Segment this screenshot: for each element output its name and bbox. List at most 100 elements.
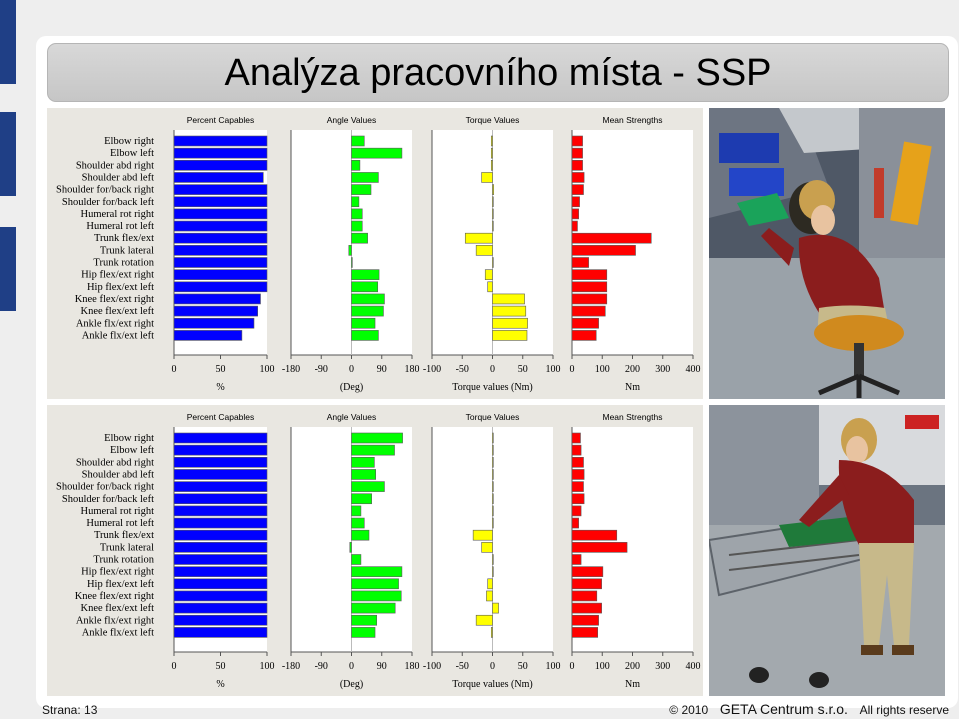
bar — [484, 269, 493, 280]
category-label: Ankle flx/ext left — [82, 330, 154, 341]
bar — [492, 469, 494, 480]
tick-label: 200 — [625, 364, 640, 375]
bar — [571, 542, 628, 553]
bar — [492, 493, 494, 505]
tick-label: 50 — [518, 661, 528, 672]
bar — [571, 578, 602, 590]
bar — [173, 469, 268, 480]
bar — [173, 602, 268, 614]
bar — [348, 245, 352, 256]
bar — [173, 456, 268, 468]
bar — [351, 578, 399, 590]
bar — [351, 269, 380, 280]
bar — [173, 444, 268, 456]
bar — [173, 578, 268, 590]
bar — [571, 505, 582, 517]
bar — [351, 456, 375, 468]
tick-label: -90 — [315, 364, 328, 375]
bar — [351, 220, 363, 232]
panel-title: Torque Values — [466, 115, 520, 125]
bar — [490, 135, 493, 147]
bar — [173, 135, 268, 147]
category-label: Elbow left — [110, 445, 154, 456]
tick-label: 180 — [405, 364, 420, 375]
sidebar-block-1 — [0, 0, 16, 84]
bar — [351, 172, 379, 183]
axis-label: Torque values (Nm) — [452, 679, 532, 690]
tick-label: -180 — [282, 661, 300, 672]
bar — [571, 566, 604, 577]
bar — [351, 554, 362, 565]
category-label: Trunk rotation — [93, 555, 154, 566]
category-label: Hip flex/ext left — [87, 579, 154, 590]
panel-title: Angle Values — [327, 412, 376, 422]
tick-label: 50 — [216, 661, 226, 672]
bar — [492, 432, 494, 444]
bar — [351, 517, 365, 529]
bar — [492, 602, 499, 614]
tick-label: 0 — [570, 661, 575, 672]
bar — [571, 257, 589, 268]
bar — [492, 330, 528, 341]
category-label: Humeral rot right — [81, 506, 155, 517]
category-label: Humeral rot right — [81, 209, 155, 220]
bar — [351, 481, 385, 492]
bar — [351, 602, 396, 614]
chart-panel-bottom: Elbow right Elbow left Shoulder abd right S… — [47, 405, 703, 696]
bar — [351, 159, 361, 171]
bar — [475, 614, 493, 626]
bar — [173, 269, 268, 280]
category-label: Shoulder for/back left — [62, 494, 154, 505]
bar — [173, 542, 268, 553]
sidebar-block-2 — [0, 112, 16, 196]
tick-label: 300 — [655, 661, 670, 672]
bar — [481, 542, 493, 553]
tick-label: 200 — [625, 661, 640, 672]
bar — [351, 566, 403, 577]
bar — [351, 493, 372, 505]
bar — [492, 184, 495, 195]
bar — [351, 614, 378, 626]
copyright: © 2010 GETA Centrum s.r.o. All rights re… — [669, 701, 949, 717]
bar — [351, 135, 365, 147]
bar — [173, 184, 268, 195]
seated-worker-3d-model-icon — [709, 108, 945, 399]
bar — [571, 590, 598, 602]
bar — [490, 147, 493, 159]
category-label: Hip flex/ext left — [87, 282, 154, 293]
tick-label: 50 — [216, 364, 226, 375]
tick-label: 0 — [490, 661, 495, 672]
panel-title: Torque Values — [466, 412, 520, 422]
tick-label: 400 — [686, 661, 701, 672]
category-label: Trunk lateral — [100, 245, 154, 256]
tick-label: -100 — [423, 661, 441, 672]
category-label: Knee flex/ext left — [81, 603, 155, 614]
bar — [173, 481, 268, 492]
tick-label: 0 — [349, 364, 354, 375]
bar — [571, 245, 636, 256]
bar — [490, 627, 493, 638]
category-label: Elbow right — [104, 136, 154, 147]
bar — [571, 444, 582, 456]
bar — [481, 172, 493, 183]
category-label: Humeral rot left — [86, 221, 154, 232]
bar — [571, 330, 597, 341]
bar — [351, 184, 372, 195]
tick-label: 90 — [377, 661, 387, 672]
category-label: Shoulder abd right — [76, 457, 154, 468]
tick-label: -50 — [456, 661, 469, 672]
tick-label: 0 — [172, 661, 177, 672]
bar — [571, 293, 608, 305]
tick-label: -50 — [456, 364, 469, 375]
bar — [571, 269, 608, 280]
category-label: Ankle flx/ext left — [82, 627, 154, 638]
bar — [571, 614, 599, 626]
sidebar-block-3 — [0, 227, 16, 311]
bar — [571, 554, 582, 565]
bar — [571, 172, 585, 183]
tick-label: 300 — [655, 364, 670, 375]
category-label: Trunk rotation — [93, 258, 154, 269]
panel-title: Angle Values — [327, 115, 376, 125]
